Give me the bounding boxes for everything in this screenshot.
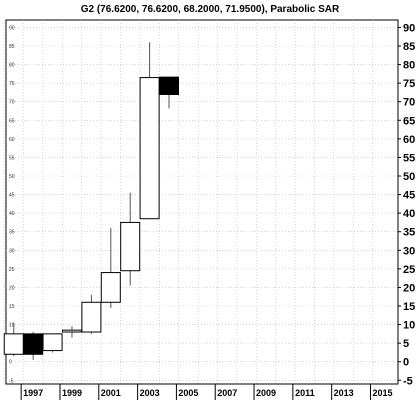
y-tick-label: 85 bbox=[403, 41, 415, 53]
x-tick-label: 2015 bbox=[372, 388, 392, 398]
x-tick-label: 2007 bbox=[217, 388, 237, 398]
x-tick-label: 1999 bbox=[62, 388, 82, 398]
y-tick-label-inner: 45 bbox=[9, 193, 15, 199]
y-tick-label-inner: 90 bbox=[9, 25, 15, 31]
y-tick-label: 80 bbox=[403, 60, 415, 72]
y-tick-label-inner: 10 bbox=[9, 323, 15, 329]
y-tick-label-inner: 40 bbox=[9, 211, 15, 217]
plot-frame bbox=[5, 19, 399, 385]
y-tick-label-inner: 60 bbox=[9, 137, 15, 143]
y-tick-label: 90 bbox=[403, 22, 415, 34]
candle-body-up bbox=[139, 77, 160, 220]
x-tick-label: 2005 bbox=[178, 388, 198, 398]
x-tick-label: 2011 bbox=[295, 388, 315, 398]
candle-body-up bbox=[120, 221, 141, 272]
y-tick-label: -5 bbox=[403, 375, 413, 387]
y-tick-label-inner: 85 bbox=[9, 44, 15, 50]
candle-body-down bbox=[23, 333, 44, 355]
y-tick-label-inner: 15 bbox=[9, 304, 15, 310]
y-tick-label-inner: 20 bbox=[9, 285, 15, 291]
y-tick-label-inner: 55 bbox=[9, 155, 15, 161]
y-tick-label: 0 bbox=[403, 357, 409, 369]
y-tick-label: 75 bbox=[403, 78, 415, 90]
y-tick-label: 55 bbox=[403, 152, 415, 164]
y-tick-label-inner: 30 bbox=[9, 248, 15, 254]
candle-body-up bbox=[100, 272, 121, 303]
y-tick-label: 20 bbox=[403, 282, 415, 294]
y-tick-label: 45 bbox=[403, 190, 415, 202]
candle-body-up bbox=[61, 329, 82, 333]
y-tick-label-inner: 0 bbox=[9, 360, 12, 366]
candle-body-up bbox=[42, 333, 63, 352]
y-tick-label-inner: 50 bbox=[9, 174, 15, 180]
y-tick-label-inner: 75 bbox=[9, 81, 15, 87]
y-tick-label: 5 bbox=[403, 338, 409, 350]
y-tick-label-inner: -5 bbox=[9, 378, 14, 384]
x-axis-ticks: 1997 1999 2001 2003 2005 2007 2009 2011 2013 2015 bbox=[20, 384, 392, 400]
y-tick-label: 35 bbox=[403, 227, 415, 239]
y-tick-label: 15 bbox=[403, 301, 415, 313]
y-tick-label: 25 bbox=[403, 264, 415, 276]
y-tick-label: 40 bbox=[403, 208, 415, 220]
y-tick-label: 65 bbox=[403, 115, 415, 127]
candle-body-down bbox=[159, 76, 180, 95]
x-tick-label: 2001 bbox=[101, 388, 121, 398]
x-tick-label: 2013 bbox=[334, 388, 354, 398]
x-tick-label: 1997 bbox=[23, 388, 43, 398]
y-tick-label: 30 bbox=[403, 245, 415, 257]
y-tick-label-inner: 35 bbox=[9, 230, 15, 236]
candle-body-up bbox=[81, 301, 102, 333]
chart-title: G2 (76.6200, 76.6200, 68.2000, 71.9500),… bbox=[81, 4, 340, 15]
candles bbox=[3, 42, 180, 360]
y-tick-label-inner: 25 bbox=[9, 267, 15, 273]
y-tick-label-inner: 65 bbox=[9, 118, 15, 124]
y-tick-label: 10 bbox=[403, 320, 415, 332]
x-tick-label: 2009 bbox=[256, 388, 276, 398]
y-tick-label: 50 bbox=[403, 171, 415, 183]
y-axis-ticks: -5 -5 0 0 55 10 10 15 15 20 20 25 25 30 30 35 35 40 40 45 45… bbox=[9, 22, 415, 387]
x-tick-label: 2003 bbox=[140, 388, 160, 398]
candle-body-up bbox=[3, 333, 24, 355]
y-tick-label-inner: 70 bbox=[9, 100, 15, 106]
y-tick-label: 60 bbox=[403, 134, 415, 146]
y-tick-label: 70 bbox=[403, 97, 415, 109]
y-tick-label-inner: 80 bbox=[9, 63, 15, 69]
